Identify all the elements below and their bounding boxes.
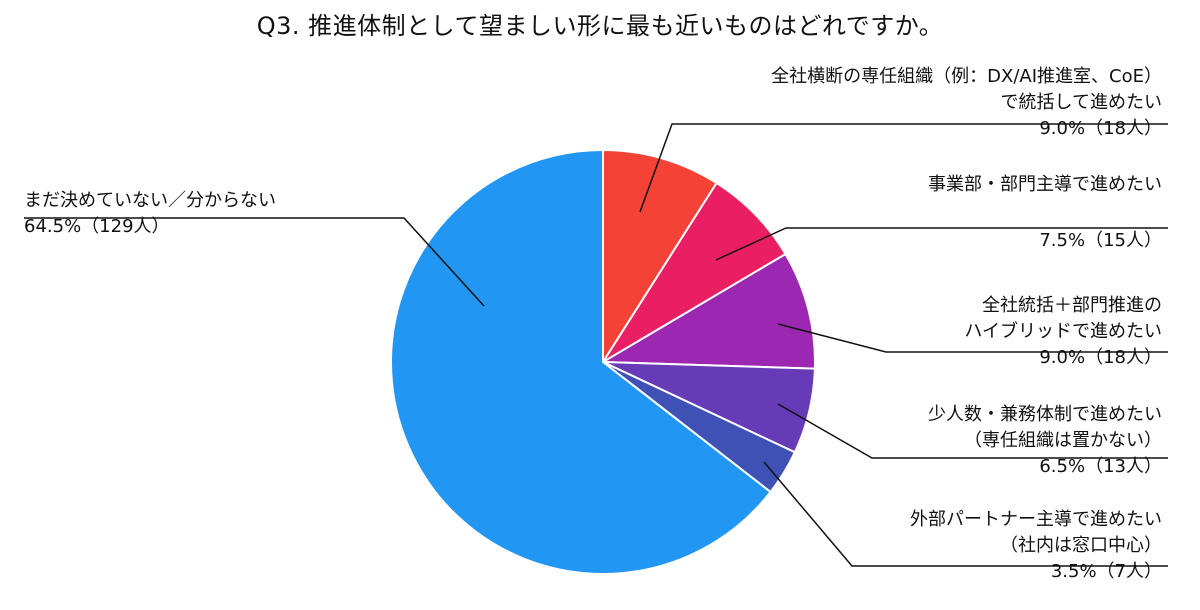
slice-label-3-line-1: 少人数・兼務体制で進めたい <box>928 404 1162 425</box>
slice-label-0-line-1: 全社横断の専任組織（例：DX/AI推進室、CoE） <box>771 66 1162 87</box>
slice-label-2-value: 9.0%（18人） <box>1039 347 1162 368</box>
slice-label-0-value: 9.0%（18人） <box>1039 118 1162 139</box>
leader-line-2 <box>777 323 1168 353</box>
slice-label-0: 全社横断の専任組織（例：DX/AI推進室、CoE） で統括して進めたい 9.0%… <box>771 64 1162 142</box>
slice-label-4-value: 3.5%（7人） <box>1050 561 1162 582</box>
slice-label-5-line-1: まだ決めていない／分からない <box>24 190 276 211</box>
leader-line-3 <box>777 403 1168 459</box>
slice-label-3: 少人数・兼務体制で進めたい （専任組織は置かない） 6.5%（13人） <box>928 402 1162 480</box>
slice-label-4: 外部パートナー主導で進めたい （社内は窓口中心） 3.5%（7人） <box>910 507 1162 585</box>
pie-slice-1 <box>602 181 787 363</box>
slice-label-2-line-2: ハイブリッドで進めたい <box>964 321 1162 342</box>
slice-label-2: 全社統括＋部門推進の ハイブリッドで進めたい 9.0%（18人） <box>964 293 1162 371</box>
slice-label-4-line-1: 外部パートナー主導で進めたい <box>910 509 1162 530</box>
leader-line-5 <box>24 217 485 307</box>
leader-line-1 <box>715 227 1168 261</box>
slice-label-0-line-2: で統括して進めたい <box>1000 92 1162 113</box>
slice-label-3-value: 6.5%（13人） <box>1039 456 1162 477</box>
pie-slice-5 <box>390 148 772 575</box>
pie-slice-2 <box>599 252 816 370</box>
chart-title: Q3. 推進体制として望ましい形に最も近いものはどれですか。 <box>256 12 944 40</box>
slice-label-1-value: 7.5%（15人） <box>1039 230 1162 251</box>
leader-line-0 <box>639 123 1168 213</box>
leader-line-4 <box>763 461 1168 567</box>
slice-label-2-line-1: 全社統括＋部門推進の <box>982 295 1162 316</box>
slice-label-1-line-1: 事業部・部門主導で進めたい <box>928 174 1162 195</box>
slice-label-4-line-2: （社内は窓口中心） <box>1000 535 1162 556</box>
slice-label-3-line-2: （専任組織は置かない） <box>964 430 1162 451</box>
slice-label-5-value: 64.5%（129人） <box>24 216 170 237</box>
pie-slice-0 <box>602 148 718 366</box>
slice-label-1: 事業部・部門主導で進めたい 7.5%（15人） <box>928 172 1162 254</box>
slice-label-5: まだ決めていない／分からない 64.5%（129人） <box>24 188 276 240</box>
